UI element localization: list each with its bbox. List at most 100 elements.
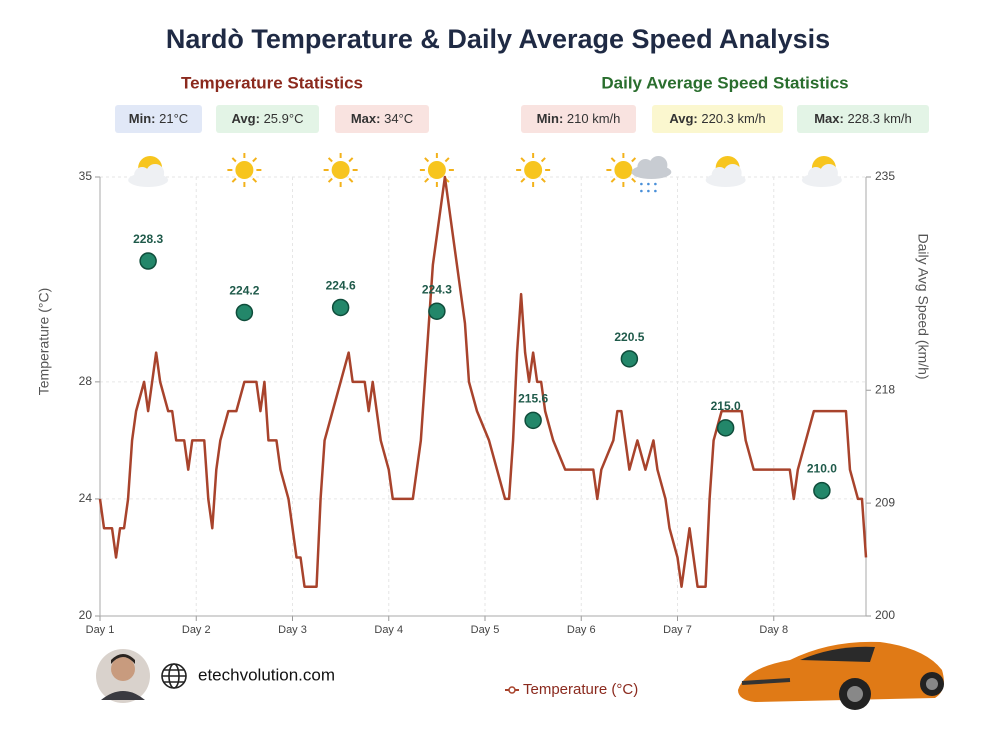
sun-ray <box>540 177 546 183</box>
sun-ray <box>348 157 354 163</box>
badge-value: 228.3 km/h <box>847 111 911 126</box>
x-tick-label: Day 5 <box>471 624 500 636</box>
sun-ray <box>520 157 526 163</box>
badge-label: Avg: <box>232 111 260 126</box>
cloud <box>637 159 654 175</box>
badge-label: Avg: <box>669 111 697 126</box>
cloud <box>819 164 838 182</box>
legend-marker <box>508 686 516 694</box>
speed-point <box>813 481 831 500</box>
sun <box>235 161 254 179</box>
badge-text: Max: 34°C <box>351 111 413 126</box>
y2-tick-label: 200 <box>875 608 895 622</box>
badge-value: 21°C <box>159 111 188 126</box>
sun-ray <box>327 177 333 183</box>
avatar <box>96 649 150 703</box>
speed-point <box>139 252 157 270</box>
sun-ray <box>252 157 258 163</box>
badge-bg <box>216 105 319 133</box>
badge-label: Min: <box>129 111 156 126</box>
badge-bg <box>335 105 429 133</box>
cloud <box>723 164 742 182</box>
speed-label: 224.6 <box>326 279 356 293</box>
sun-ray <box>631 157 637 163</box>
stat-badge: Avg: 25.9°C <box>216 105 319 133</box>
speed-label: 215.0 <box>711 399 741 413</box>
y2-tick-label: 235 <box>875 169 895 183</box>
stat-badges: Min: 21°C Avg: 25.9°C Max: 34°C Min: 210 km… <box>115 105 929 133</box>
temperature-line <box>98 175 868 588</box>
x-tick-label: Day 7 <box>663 624 692 636</box>
badge-text: Max: 228.3 km/h <box>814 111 912 126</box>
badge-label: Min: <box>537 111 564 126</box>
badge-text: Min: 210 km/h <box>537 111 621 126</box>
badge-value: 25.9°C <box>264 111 304 126</box>
badge-text: Avg: 25.9°C <box>232 111 304 126</box>
cloud <box>134 167 151 183</box>
sun-ray <box>444 157 450 163</box>
stat-badge: Max: 228.3 km/h <box>797 105 929 133</box>
stat-badge: Min: 210 km/h <box>521 105 636 133</box>
sun <box>524 161 543 179</box>
speed-stats-heading: Daily Average Speed Statistics <box>601 73 848 92</box>
badge-value: 210 km/h <box>567 111 620 126</box>
car-image <box>738 641 944 710</box>
x-tick-label: Day 3 <box>278 624 307 636</box>
sun-ray <box>424 157 430 163</box>
speed-point <box>620 350 639 368</box>
speed-label: 224.2 <box>229 284 259 298</box>
cloud <box>649 156 668 174</box>
badge-bg <box>797 105 929 133</box>
y-tick-label: 28 <box>79 374 93 388</box>
sun-ray <box>610 177 616 183</box>
speed-label: 215.6 <box>518 392 548 406</box>
badge-text: Avg: 220.3 km/h <box>669 111 765 126</box>
x-tick-label: Day 8 <box>759 624 788 636</box>
badge-bg <box>521 105 636 133</box>
rain-drop <box>647 182 650 186</box>
sun-ray <box>327 157 333 163</box>
rain-drop <box>654 189 657 193</box>
y-tick-label: 24 <box>79 491 93 505</box>
badge-value: 34°C <box>384 111 413 126</box>
sun-ray <box>231 157 237 163</box>
sun-ray <box>631 177 637 183</box>
badge-bg <box>652 105 783 133</box>
stat-badge: Avg: 220.3 km/h <box>652 105 783 133</box>
speed-point <box>716 419 735 437</box>
y-tick-label: 35 <box>79 169 93 183</box>
speed-point <box>331 298 350 317</box>
badge-label: Max: <box>814 111 844 126</box>
y2-tick-label: 209 <box>875 495 895 509</box>
y2-axis-label: Daily Avg Speed (km/h) <box>915 233 931 379</box>
cloud <box>807 167 824 183</box>
cloud <box>146 164 165 182</box>
sun-ray <box>540 157 546 163</box>
badge-bg <box>115 105 202 133</box>
temp-stats-heading: Temperature Statistics <box>181 73 363 92</box>
speed-label: 210.0 <box>807 462 837 476</box>
rain-drop <box>654 182 657 186</box>
rain-drop <box>640 189 643 193</box>
sun-ray <box>424 177 430 183</box>
speed-point <box>235 303 254 322</box>
sun <box>614 161 633 179</box>
sun-ray <box>520 177 526 183</box>
y-tick-label: 20 <box>79 608 93 622</box>
globe-icon <box>161 663 187 689</box>
sun <box>331 161 350 179</box>
badge-value: 220.3 km/h <box>701 111 765 126</box>
rain-drop <box>640 182 643 186</box>
stat-badge: Min: 21°C <box>115 105 202 133</box>
site-link: etechvolution.com <box>198 665 335 684</box>
sun-ray <box>231 177 237 183</box>
sun-ray <box>610 157 616 163</box>
sun-ray <box>252 177 258 183</box>
y2-tick-label: 218 <box>875 382 895 396</box>
speed-label: 220.5 <box>614 330 644 344</box>
speed-label: 224.3 <box>422 282 452 296</box>
speed-point <box>524 411 542 430</box>
legend-label: Temperature (°C) <box>523 681 638 698</box>
title: Nardò Temperature & Daily Average Speed … <box>166 24 830 54</box>
